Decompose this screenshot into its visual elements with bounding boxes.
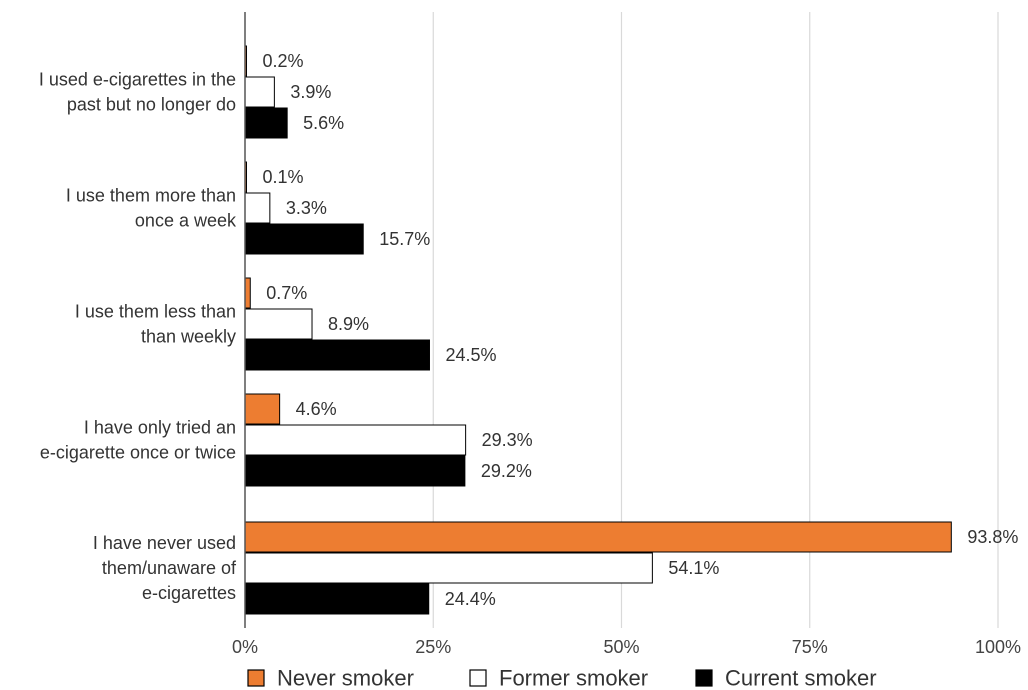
- data-label: 3.9%: [290, 82, 331, 102]
- bar-never-smoker: [244, 521, 952, 553]
- x-tick-label: 50%: [603, 637, 639, 657]
- data-label: 0.2%: [263, 51, 304, 71]
- bar-never-smoker: [244, 277, 251, 309]
- data-label: 0.1%: [263, 167, 304, 187]
- bar-current-smoker: [244, 583, 430, 615]
- data-label: 5.6%: [303, 113, 344, 133]
- data-label: 54.1%: [668, 558, 719, 578]
- category-label: I used e-cigarettes in the past but no lo…: [39, 70, 236, 115]
- bar-current-smoker: [244, 223, 364, 255]
- bar-former-smoker: [244, 424, 467, 456]
- bar-current-smoker: [244, 107, 288, 139]
- legend-label-current-smoker: Current smoker: [725, 666, 877, 690]
- data-labels: 0.2% 3.9% 5.6% 0.1% 3.3% 15.7% 0.7% 8.9% 24.5% 4.…: [263, 51, 1019, 609]
- bar-former-smoker: [244, 76, 275, 108]
- bar-current-smoker: [244, 339, 430, 371]
- category-label: I have only tried an e-cigarette once or …: [40, 418, 236, 463]
- legend-label-former-smoker: Former smoker: [499, 666, 648, 690]
- data-label: 4.6%: [296, 399, 337, 419]
- bar-former-smoker: [244, 192, 271, 224]
- data-label: 0.7%: [266, 283, 307, 303]
- data-label: 29.3%: [482, 430, 533, 450]
- legend-label-never-smoker: Never smoker: [277, 666, 414, 690]
- x-tick-label: 75%: [792, 637, 828, 657]
- data-label: 29.2%: [481, 461, 532, 481]
- x-tick-label: 100%: [975, 637, 1021, 657]
- category-label: I have never used them/unaware of e-cigare…: [93, 533, 237, 603]
- bar-current-smoker: [244, 455, 466, 487]
- bars: [244, 45, 952, 615]
- x-tick-label: 25%: [415, 637, 451, 657]
- bar-former-smoker: [244, 552, 653, 584]
- data-label: 24.4%: [445, 589, 496, 609]
- x-tick-labels: 0% 25% 50% 75% 100%: [232, 637, 1021, 657]
- bar-former-smoker: [244, 308, 313, 340]
- category-labels: I used e-cigarettes in the past but no lo…: [39, 70, 237, 604]
- data-label: 3.3%: [286, 198, 327, 218]
- legend-swatch-current-smoker: [695, 669, 713, 687]
- legend: Never smoker Former smoker Current smoker: [247, 666, 877, 690]
- x-tick-label: 0%: [232, 637, 258, 657]
- data-label: 24.5%: [445, 345, 496, 365]
- legend-swatch-former-smoker: [469, 669, 487, 687]
- legend-swatch-never-smoker: [247, 669, 265, 687]
- bar-never-smoker: [244, 393, 281, 425]
- category-label: I use them less than than weekly: [75, 302, 236, 347]
- category-label: I use them more than once a week: [66, 186, 237, 231]
- data-label: 15.7%: [379, 229, 430, 249]
- data-label: 93.8%: [967, 527, 1018, 547]
- data-label: 8.9%: [328, 314, 369, 334]
